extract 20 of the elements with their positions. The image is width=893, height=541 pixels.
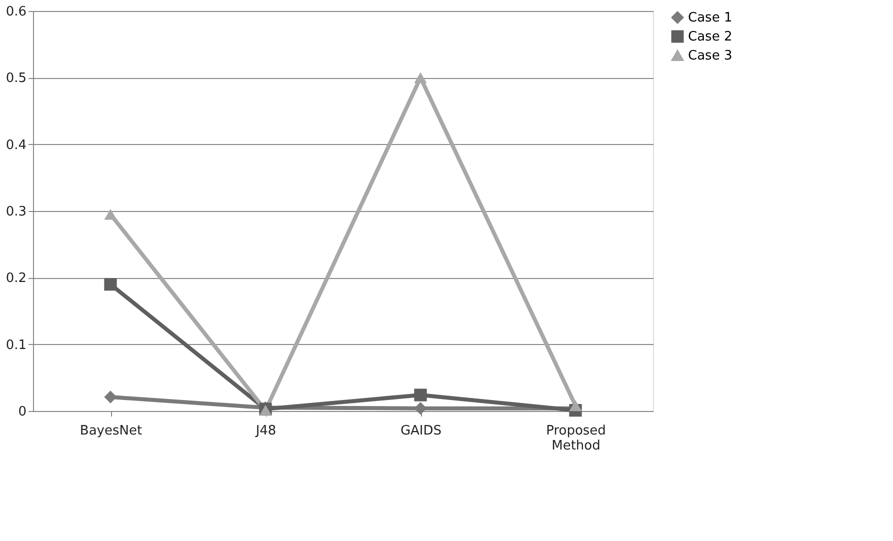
x-tick-label: Proposed Method	[546, 424, 606, 454]
x-tick-label: J48	[254, 424, 276, 438]
point	[569, 400, 582, 412]
legend-label: Case 3	[688, 48, 732, 64]
y-tick-label: 0.3	[6, 204, 26, 220]
point	[104, 278, 117, 291]
point	[414, 72, 427, 84]
point	[104, 390, 117, 404]
legend-label: Case 1	[688, 10, 732, 26]
y-tick-label: 0.5	[6, 71, 26, 86]
point	[104, 208, 117, 220]
y-tick-label: 0.6	[6, 4, 26, 20]
x-tick-label: GAIDS	[400, 424, 442, 438]
y-tick-label: 0.4	[6, 138, 26, 153]
legend-label: Case 2	[688, 30, 732, 44]
point	[414, 388, 427, 402]
x-tick-label: BayesNet	[80, 424, 142, 438]
y-tick-label: 0	[18, 404, 26, 420]
y-tick-label: 0.1	[6, 338, 26, 353]
y-tick-label: 0.2	[6, 271, 26, 286]
